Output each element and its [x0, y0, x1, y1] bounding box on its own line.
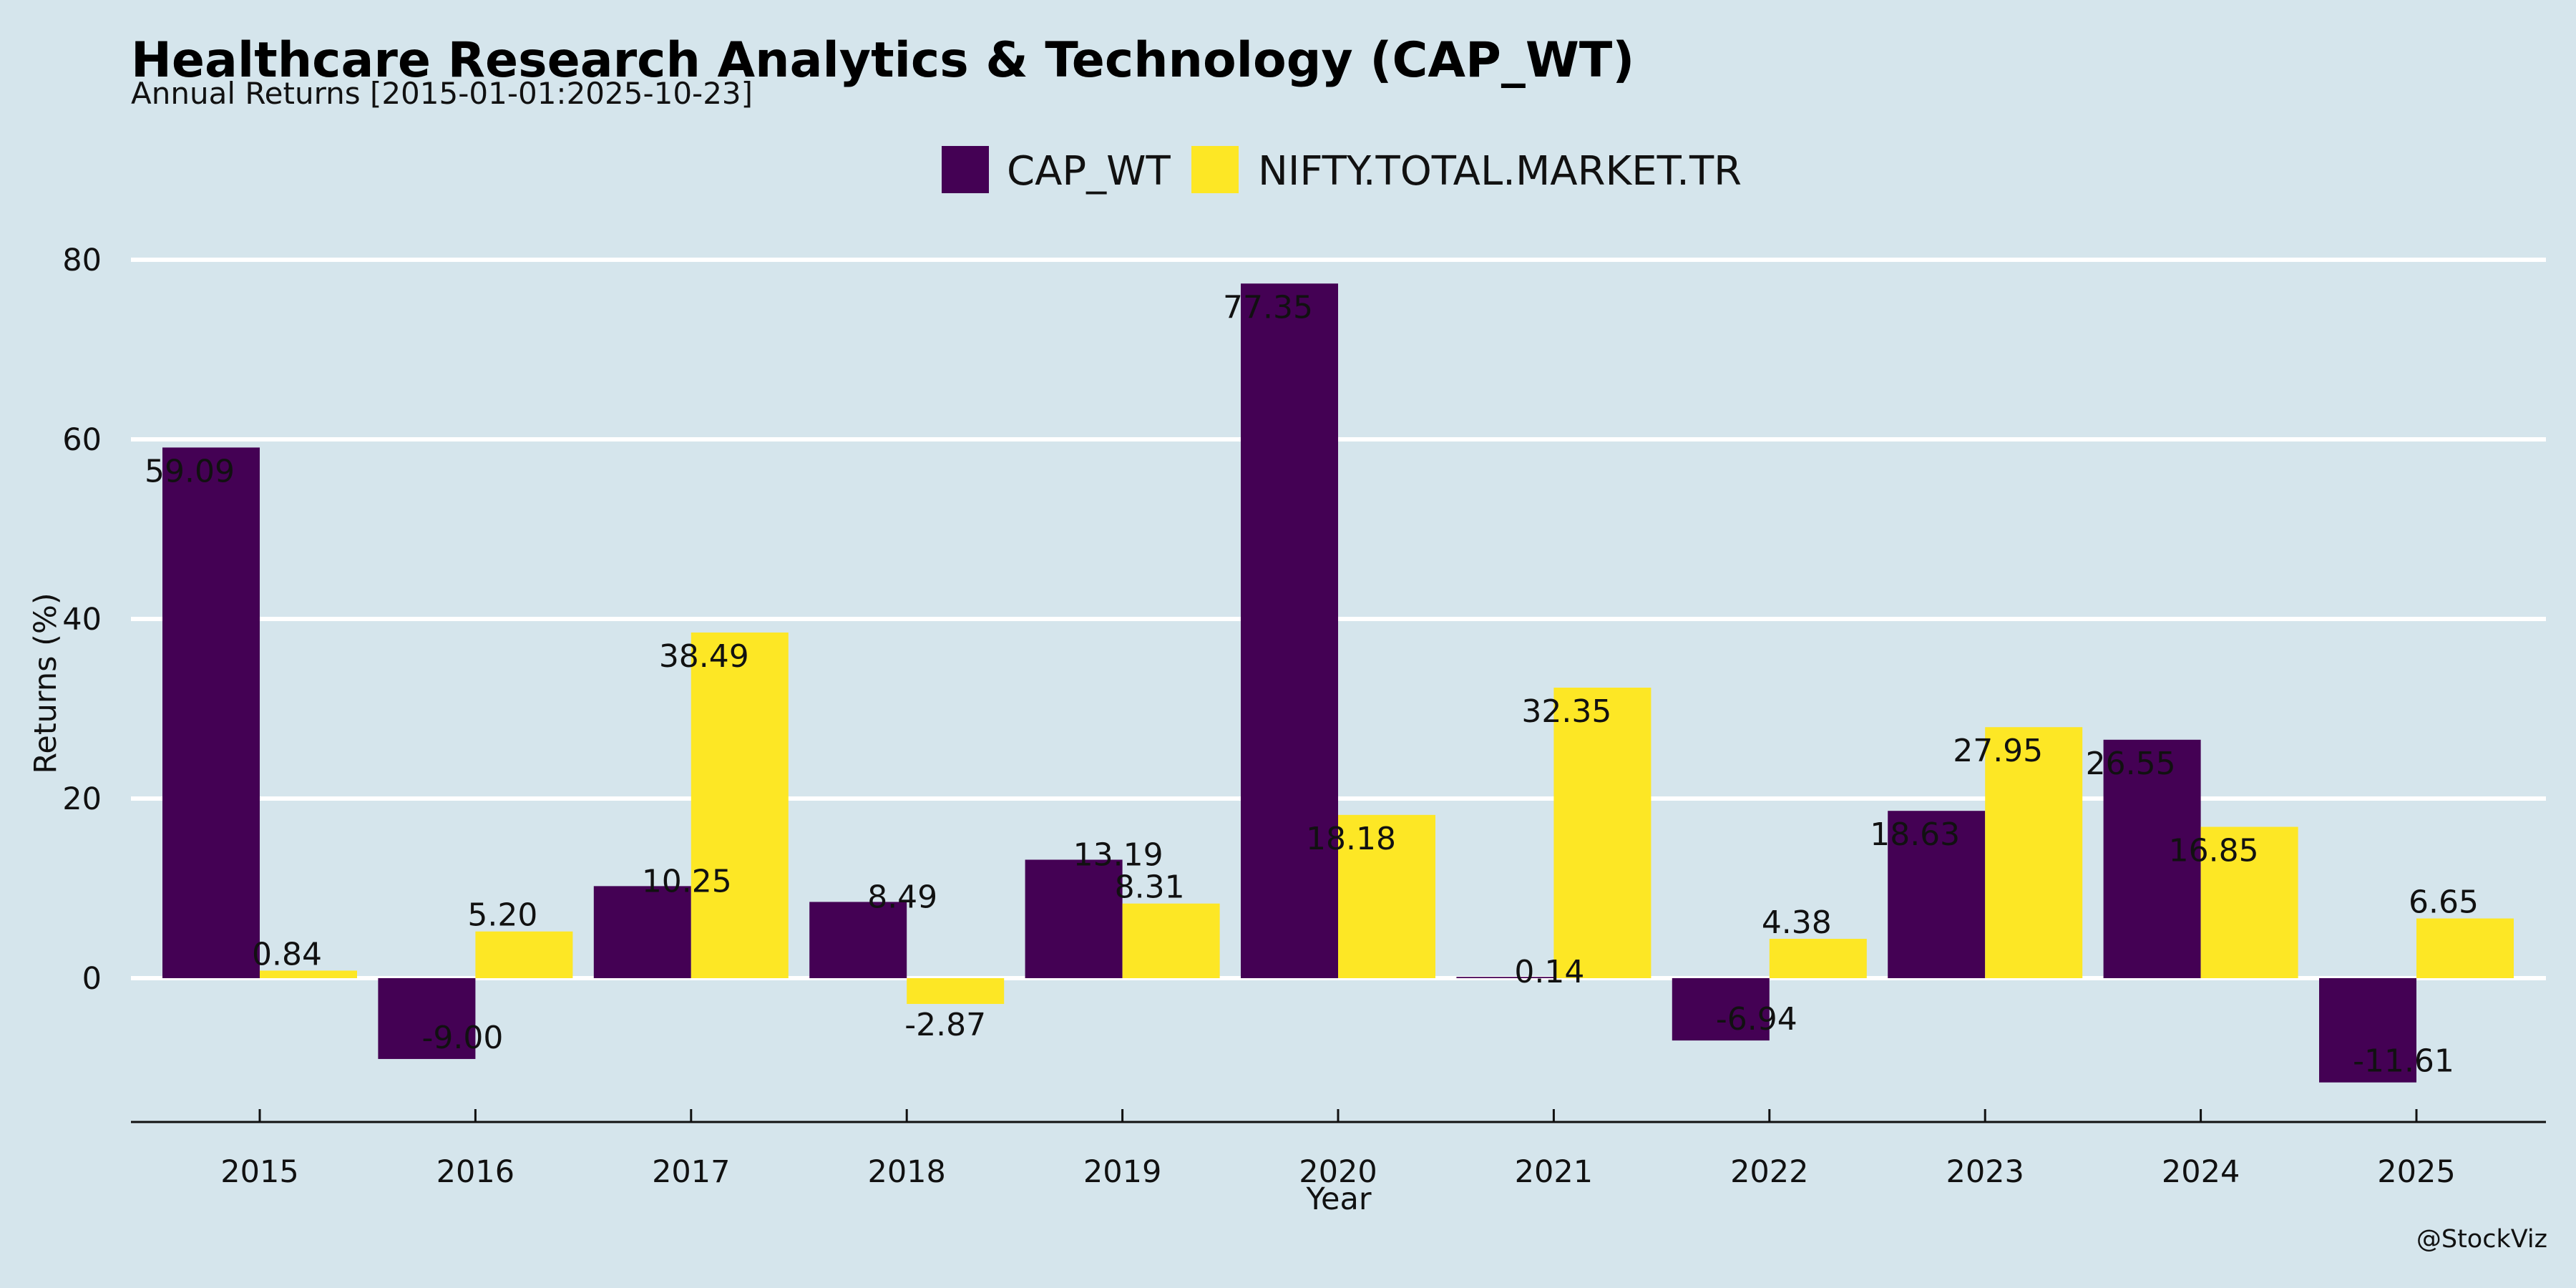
data-label-nifty-2021: 32.35	[1521, 693, 1611, 730]
bar-nifty-2025	[2416, 918, 2514, 978]
legend-swatch-nifty	[1191, 146, 1239, 193]
bar-nifty-2015	[260, 970, 357, 978]
data-label-cap-wt-2017: 10.25	[642, 863, 732, 899]
y-tick-label: 0	[82, 961, 102, 997]
bar-nifty-2023	[1985, 727, 2083, 978]
y-tick-label: 60	[62, 422, 102, 458]
x-axis-label: Year	[1305, 1181, 1371, 1217]
data-label-cap-wt-2021: 0.14	[1514, 954, 1584, 990]
x-tick-label: 2023	[1946, 1154, 2024, 1190]
x-axis-ticks: 2015 2016 2017 2018 2019 2020 2021 2022 2023 2024…	[220, 1109, 2456, 1190]
bar-cap-wt-2019	[1025, 859, 1123, 978]
x-tick-label: 2017	[652, 1154, 730, 1190]
legend-label-cap-wt: CAP_WT	[1007, 148, 1171, 195]
bar-cap-wt-2020	[1241, 283, 1338, 978]
x-tick-label: 2019	[1083, 1154, 1161, 1190]
y-tick-label: 80	[62, 243, 102, 278]
data-label-nifty-2024: 16.85	[2169, 833, 2259, 869]
chart-subtitle: Annual Returns [2015-01-01:2025-10-23]	[131, 76, 753, 111]
data-label-cap-wt-2016: -9.00	[421, 1020, 503, 1056]
data-label-nifty-2025: 6.65	[2409, 884, 2479, 921]
x-tick-label: 2021	[1515, 1154, 1593, 1190]
data-label-nifty-2019: 8.31	[1115, 869, 1185, 906]
bar-nifty-2022	[1769, 939, 1867, 978]
data-label-nifty-2023: 27.95	[1953, 733, 2043, 769]
bar-cap-wt-2025	[2319, 978, 2416, 1083]
bar-cap-wt-2015	[162, 447, 260, 978]
bar-cap-wt-2021	[1456, 977, 1554, 978]
y-axis-ticks: 0 20 40 60 80	[62, 243, 102, 997]
credit: @StockViz	[2416, 1225, 2547, 1254]
data-label-nifty-2015: 0.84	[252, 936, 322, 972]
y-axis-label: Returns (%)	[28, 592, 64, 774]
y-tick-label: 20	[62, 781, 102, 817]
bar-cap-wt-2018	[809, 902, 907, 978]
data-label-cap-wt-2019: 13.19	[1073, 836, 1163, 873]
data-label-cap-wt-2024: 26.55	[2086, 746, 2176, 782]
data-label-nifty-2018: -2.87	[904, 1007, 986, 1043]
x-tick-label: 2022	[1730, 1154, 1808, 1190]
bar-nifty-2016	[475, 931, 573, 978]
x-tick-label: 2016	[436, 1154, 514, 1190]
chart-title: Healthcare Research Analytics & Technolo…	[131, 32, 1634, 89]
bar-cap-wt-2024	[2103, 739, 2201, 978]
data-label-cap-wt-2020: 77.35	[1223, 289, 1313, 326]
bar-nifty-2018	[907, 978, 1005, 1005]
bar-nifty-2024	[2200, 826, 2298, 978]
data-label-cap-wt-2025: -11.61	[2353, 1043, 2454, 1080]
legend: CAP_WT NIFTY.TOTAL.MARKET.TR	[942, 146, 1742, 195]
data-label-cap-wt-2023: 18.63	[1870, 816, 1960, 853]
data-label-nifty-2016: 5.20	[467, 897, 537, 934]
data-label-nifty-2017: 38.49	[659, 638, 749, 675]
bar-nifty-2020	[1338, 814, 1435, 978]
x-tick-label: 2024	[2162, 1154, 2240, 1190]
data-label-cap-wt-2022: -6.94	[1716, 1001, 1797, 1038]
bar-nifty-2019	[1122, 903, 1220, 978]
bar-cap-wt-2017	[593, 886, 691, 978]
data-label-cap-wt-2018: 8.49	[867, 879, 937, 915]
legend-swatch-cap-wt	[942, 146, 989, 193]
data-label-nifty-2020: 18.18	[1306, 821, 1396, 857]
bar-cap-wt-2022	[1672, 978, 1770, 1041]
data-labels: 59.09 0.84 -9.00 5.20 10.25 38.49 8.49 -2.87 13.…	[145, 289, 2479, 1079]
x-tick-label: 2018	[867, 1154, 945, 1190]
y-tick-label: 40	[62, 602, 102, 638]
data-label-cap-wt-2015: 59.09	[145, 453, 235, 489]
bars	[162, 283, 2514, 1083]
data-label-nifty-2022: 4.38	[1762, 904, 1832, 941]
bar-nifty-2017	[691, 632, 789, 978]
bar-nifty-2021	[1553, 688, 1652, 978]
bar-cap-wt-2016	[378, 978, 476, 1059]
x-tick-label: 2020	[1299, 1154, 1377, 1190]
bar-cap-wt-2023	[1888, 811, 1986, 978]
x-tick-label: 2025	[2377, 1154, 2455, 1190]
legend-label-nifty: NIFTY.TOTAL.MARKET.TR	[1258, 148, 1742, 195]
x-tick-label: 2015	[220, 1154, 298, 1190]
